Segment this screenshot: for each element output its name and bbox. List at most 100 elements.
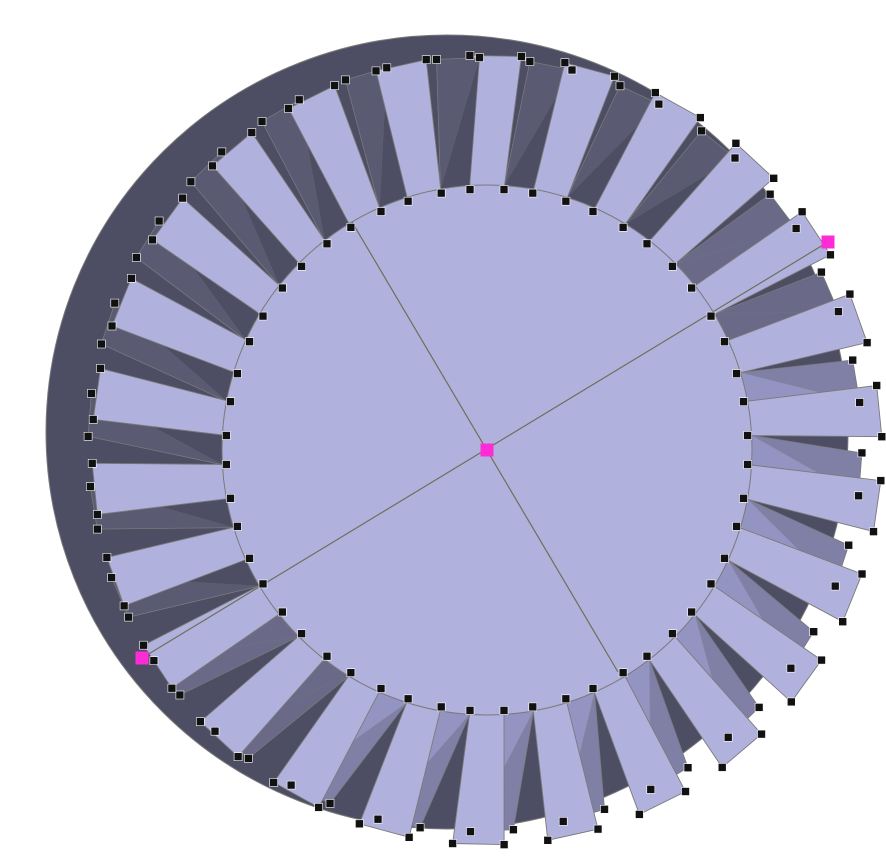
vertex-marker[interactable] bbox=[371, 66, 381, 76]
selected-vertex-marker[interactable] bbox=[480, 443, 494, 457]
vertex-marker[interactable] bbox=[415, 823, 425, 833]
vertex-marker[interactable] bbox=[732, 369, 741, 378]
vertex-marker[interactable] bbox=[139, 640, 148, 650]
selected-vertex-marker[interactable] bbox=[135, 651, 149, 665]
vertex-marker[interactable] bbox=[600, 804, 609, 814]
vertex-marker[interactable] bbox=[681, 787, 690, 796]
vertex-marker[interactable] bbox=[222, 431, 231, 440]
vertex-marker[interactable] bbox=[826, 250, 835, 260]
vertex-marker[interactable] bbox=[373, 814, 383, 824]
vertex-marker[interactable] bbox=[668, 261, 677, 271]
vertex-marker[interactable] bbox=[845, 289, 855, 299]
vertex-marker[interactable] bbox=[432, 55, 441, 64]
vertex-marker[interactable] bbox=[382, 63, 392, 73]
vertex-marker[interactable] bbox=[465, 185, 475, 194]
vertex-marker[interactable] bbox=[167, 683, 177, 693]
vertex-marker[interactable] bbox=[119, 601, 129, 611]
vertex-marker[interactable] bbox=[448, 839, 457, 848]
vertex-marker[interactable] bbox=[127, 273, 136, 283]
vertex-marker[interactable] bbox=[543, 835, 553, 845]
vertex-marker[interactable] bbox=[269, 778, 279, 787]
vertex-marker[interactable] bbox=[233, 522, 242, 531]
vertex-marker[interactable] bbox=[854, 491, 863, 501]
vertex-marker[interactable] bbox=[642, 651, 652, 661]
vertex-marker[interactable] bbox=[876, 476, 886, 485]
vertex-marker[interactable] bbox=[558, 817, 568, 826]
vertex-marker[interactable] bbox=[107, 321, 117, 331]
vertex-marker[interactable] bbox=[695, 113, 705, 122]
vertex-marker[interactable] bbox=[517, 52, 526, 61]
vertex-marker[interactable] bbox=[872, 381, 882, 390]
vertex-marker[interactable] bbox=[124, 612, 133, 622]
vertex-marker[interactable] bbox=[330, 81, 339, 90]
vertex-marker[interactable] bbox=[528, 188, 538, 198]
vertex-marker[interactable] bbox=[650, 88, 660, 97]
vertex-marker[interactable] bbox=[376, 684, 386, 693]
vertex-marker[interactable] bbox=[830, 581, 840, 591]
vertex-marker[interactable] bbox=[857, 448, 867, 458]
vertex-marker[interactable] bbox=[284, 104, 293, 113]
vertex-marker[interactable] bbox=[838, 617, 848, 627]
vertex-marker[interactable] bbox=[786, 697, 796, 707]
vertex-marker[interactable] bbox=[258, 311, 268, 321]
vertex-marker[interactable] bbox=[403, 694, 413, 704]
vertex-marker[interactable] bbox=[593, 824, 603, 834]
vertex-marker[interactable] bbox=[723, 732, 733, 742]
vertex-marker[interactable] bbox=[154, 216, 164, 226]
vertex-marker[interactable] bbox=[97, 339, 106, 349]
vertex-marker[interactable] bbox=[258, 579, 268, 589]
vertex-marker[interactable] bbox=[346, 223, 356, 232]
vertex-marker[interactable] bbox=[817, 267, 826, 277]
vertex-marker[interactable] bbox=[475, 53, 484, 62]
vertex-marker[interactable] bbox=[233, 752, 243, 762]
vertex-marker[interactable] bbox=[294, 95, 304, 105]
vertex-marker[interactable] bbox=[88, 415, 98, 424]
vertex-marker[interactable] bbox=[86, 482, 95, 492]
vertex-marker[interactable] bbox=[739, 397, 748, 407]
vertex-marker[interactable] bbox=[93, 524, 102, 534]
vertex-marker[interactable] bbox=[862, 338, 872, 347]
vertex-marker[interactable] bbox=[588, 207, 598, 216]
vertex-marker[interactable] bbox=[196, 717, 205, 727]
vertex-marker[interactable] bbox=[668, 629, 677, 639]
vertex-marker[interactable] bbox=[465, 51, 475, 60]
vertex-marker[interactable] bbox=[817, 655, 826, 665]
vertex-marker[interactable] bbox=[857, 569, 867, 579]
vertex-marker[interactable] bbox=[786, 663, 796, 673]
vertex-marker[interactable] bbox=[730, 153, 740, 163]
vertex-marker[interactable] bbox=[421, 55, 431, 65]
vertex-marker[interactable] bbox=[277, 283, 287, 293]
vertex-marker[interactable] bbox=[610, 71, 619, 81]
vertex-marker[interactable] bbox=[178, 193, 187, 203]
vertex-marker[interactable] bbox=[226, 397, 235, 407]
vertex-markers[interactable] bbox=[83, 51, 886, 849]
vertex-marker[interactable] bbox=[355, 819, 364, 829]
vertex-marker[interactable] bbox=[731, 139, 741, 148]
vertex-marker[interactable] bbox=[87, 458, 97, 468]
vertex-marker[interactable] bbox=[732, 522, 741, 531]
vertex-marker[interactable] bbox=[646, 785, 656, 794]
vertex-marker[interactable] bbox=[277, 607, 287, 617]
vertex-marker[interactable] bbox=[148, 235, 157, 245]
vertex-marker[interactable] bbox=[717, 763, 727, 772]
vertex-marker[interactable] bbox=[297, 261, 306, 271]
vertex-marker[interactable] bbox=[743, 431, 752, 440]
vertex-marker[interactable] bbox=[706, 579, 716, 589]
vertex-marker[interactable] bbox=[588, 684, 598, 693]
vertex-marker[interactable] bbox=[314, 803, 324, 812]
vertex-marker[interactable] bbox=[720, 553, 729, 563]
selected-vertex-marker[interactable] bbox=[821, 235, 835, 249]
vertex-marker[interactable] bbox=[687, 283, 697, 293]
vertex-marker[interactable] bbox=[743, 460, 752, 469]
vertex-marker[interactable] bbox=[436, 702, 446, 712]
vertex-marker[interactable] bbox=[404, 832, 414, 842]
vertex-marker[interactable] bbox=[567, 65, 577, 75]
vertex-marker[interactable] bbox=[618, 223, 628, 232]
vertex-marker[interactable] bbox=[525, 57, 535, 66]
vertex-marker[interactable] bbox=[322, 651, 332, 661]
vertex-marker[interactable] bbox=[233, 369, 242, 378]
vertex-marker[interactable] bbox=[403, 196, 413, 206]
vertex-marker[interactable] bbox=[848, 355, 858, 365]
vertex-marker[interactable] bbox=[245, 337, 254, 347]
